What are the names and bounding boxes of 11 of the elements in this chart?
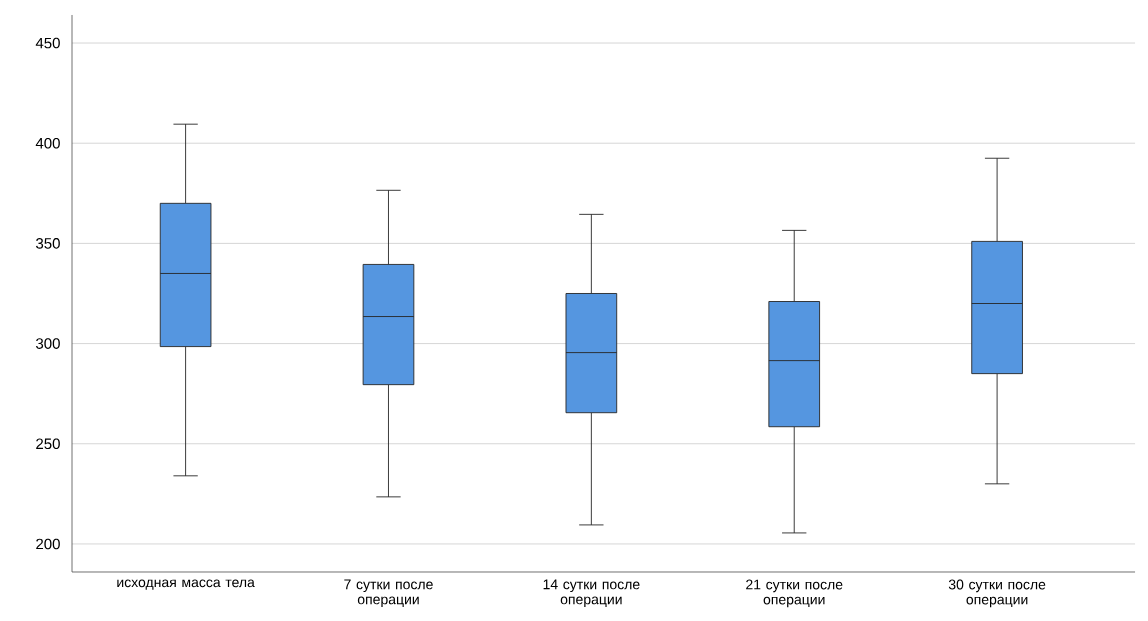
x-tick-label: 30 сутки после операции bbox=[948, 579, 1046, 608]
y-tick-label: 450 bbox=[35, 37, 60, 49]
y-tick-label: 200 bbox=[36, 538, 60, 550]
x-tick-label: 14 сутки после операции bbox=[543, 579, 640, 608]
y-tick-label: 400 bbox=[35, 137, 60, 149]
x-tick-label: исходная масса тела bbox=[117, 579, 255, 590]
y-tick-label: 300 bbox=[36, 338, 60, 349]
y-tick-label: 350 bbox=[36, 238, 60, 249]
x-tick-label: 21 сутки после операции bbox=[746, 579, 843, 608]
x-tick-label: 7 сутки после операции bbox=[344, 579, 433, 608]
y-tick-label: 250 bbox=[36, 438, 60, 450]
